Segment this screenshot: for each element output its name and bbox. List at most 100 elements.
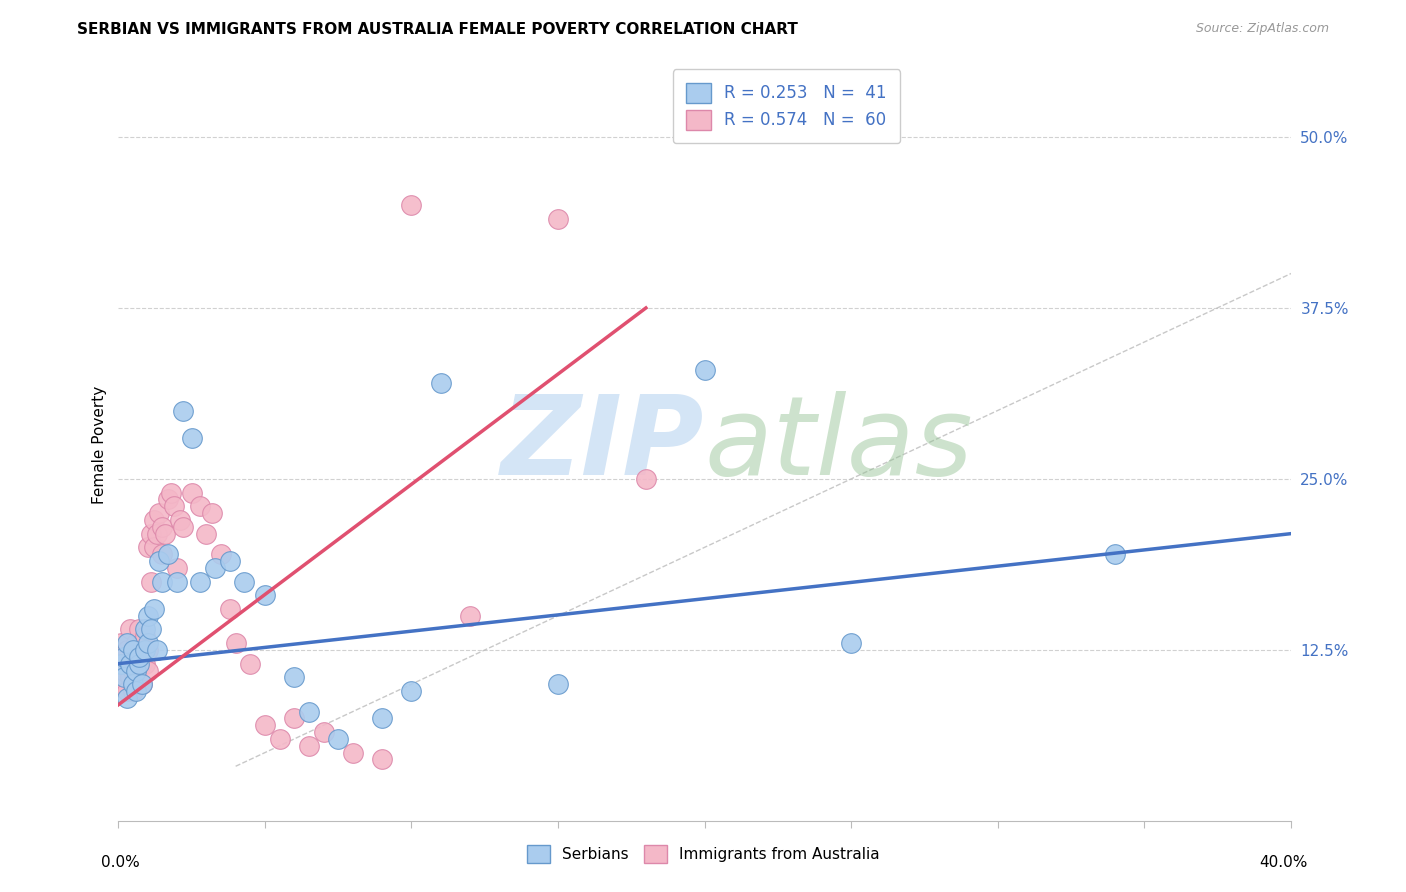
Point (163, 500, 186, 514)
Point (136, 643, 159, 657)
Point (125, 684, 148, 698)
Point (131, 636, 153, 650)
Point (128, 623, 150, 637)
Point (693, 362, 716, 376)
Point (112, 664, 135, 678)
Point (142, 602, 165, 616)
Point (112, 649, 135, 664)
Point (172, 403, 194, 417)
Point (142, 513, 165, 527)
Point (128, 649, 150, 664)
Point (190, 574, 212, 589)
Point (239, 657, 262, 671)
Point (155, 526, 177, 541)
Point (218, 602, 240, 616)
Point (136, 636, 159, 650)
Point (148, 506, 170, 520)
Point (157, 492, 180, 507)
Point (312, 725, 335, 739)
Point (122, 643, 145, 657)
Point (115, 684, 138, 698)
Point (166, 561, 188, 575)
Point (131, 677, 153, 691)
Point (839, 636, 862, 650)
Point (157, 547, 180, 561)
Point (169, 513, 191, 527)
Point (180, 431, 202, 445)
Point (125, 664, 148, 678)
Point (112, 670, 135, 684)
Point (180, 485, 202, 500)
Point (1104, 547, 1126, 561)
Point (283, 670, 305, 684)
Point (110, 643, 132, 657)
Point (125, 636, 148, 650)
Point (122, 643, 145, 657)
Point (115, 636, 138, 650)
Point (115, 643, 138, 657)
Point (112, 677, 135, 691)
Point (110, 636, 132, 650)
Point (120, 623, 142, 637)
Point (401, 684, 423, 698)
Text: atlas: atlas (704, 392, 973, 499)
Point (172, 520, 194, 534)
Point (122, 664, 145, 678)
Point (120, 670, 142, 684)
Point (128, 677, 150, 691)
Point (283, 711, 305, 725)
Point (269, 731, 291, 746)
Point (125, 664, 148, 678)
Point (134, 629, 156, 643)
Point (225, 636, 247, 650)
Point (152, 547, 174, 561)
Point (136, 664, 159, 678)
Point (152, 520, 174, 534)
Point (458, 608, 481, 623)
Point (142, 541, 165, 555)
Point (110, 657, 132, 671)
Point (128, 657, 150, 671)
Point (298, 705, 321, 719)
Point (136, 608, 159, 623)
Point (145, 643, 167, 657)
Point (160, 485, 183, 500)
Point (371, 711, 394, 725)
Point (195, 526, 218, 541)
Point (298, 739, 321, 753)
Text: 0.0%: 0.0% (101, 855, 141, 870)
Text: 40.0%: 40.0% (1260, 855, 1308, 870)
Point (152, 574, 174, 589)
Text: ZIP: ZIP (501, 392, 704, 499)
Point (139, 574, 162, 589)
Point (139, 623, 162, 637)
Point (328, 731, 350, 746)
Point (190, 500, 212, 514)
Text: Source: ZipAtlas.com: Source: ZipAtlas.com (1195, 22, 1329, 36)
Point (148, 554, 170, 568)
Point (218, 554, 240, 568)
Point (112, 649, 135, 664)
Point (122, 684, 145, 698)
Point (253, 588, 276, 602)
Point (131, 677, 153, 691)
Point (139, 526, 162, 541)
Point (371, 752, 394, 766)
Point (166, 574, 188, 589)
Point (134, 657, 156, 671)
Point (342, 746, 364, 760)
Point (128, 649, 150, 664)
Point (253, 718, 276, 732)
Point (136, 541, 159, 555)
Point (233, 574, 256, 589)
Point (634, 472, 657, 486)
Point (401, 198, 423, 212)
Point (131, 657, 153, 671)
Point (110, 657, 132, 671)
Point (120, 657, 142, 671)
Point (115, 690, 138, 705)
Point (122, 677, 145, 691)
Point (134, 623, 156, 637)
Point (430, 376, 453, 391)
Point (547, 677, 569, 691)
